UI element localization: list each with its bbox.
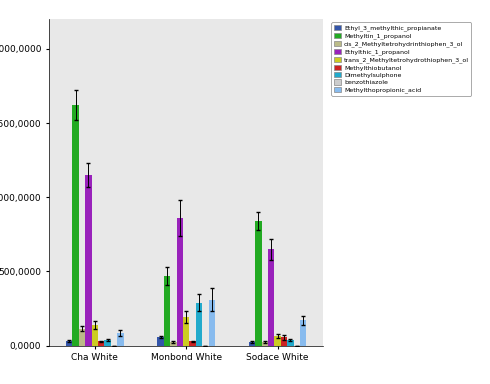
Bar [209, 300, 215, 346]
Bar [300, 320, 306, 346]
Bar [255, 221, 262, 346]
Bar [170, 342, 176, 346]
Bar [281, 338, 287, 346]
Bar [249, 342, 255, 346]
Bar [183, 318, 190, 346]
Bar [85, 175, 92, 346]
Bar [66, 341, 73, 346]
Bar [268, 249, 274, 346]
Bar [262, 342, 268, 346]
Bar [117, 333, 123, 346]
Bar [104, 340, 111, 346]
Bar [164, 276, 170, 346]
Bar [79, 329, 85, 346]
Bar [92, 325, 98, 346]
Bar [196, 303, 202, 346]
Legend: Ethyl_3_methylthic_propianate, Methyltin_1_propanol, cis_2_Methyltetrohydrinthio: Ethyl_3_methylthic_propianate, Methyltin… [331, 22, 471, 96]
Bar [98, 341, 104, 346]
Bar [287, 340, 294, 346]
Bar [73, 105, 79, 346]
Bar [190, 341, 196, 346]
Bar [176, 218, 183, 346]
Bar [157, 337, 164, 346]
Bar [274, 336, 281, 346]
